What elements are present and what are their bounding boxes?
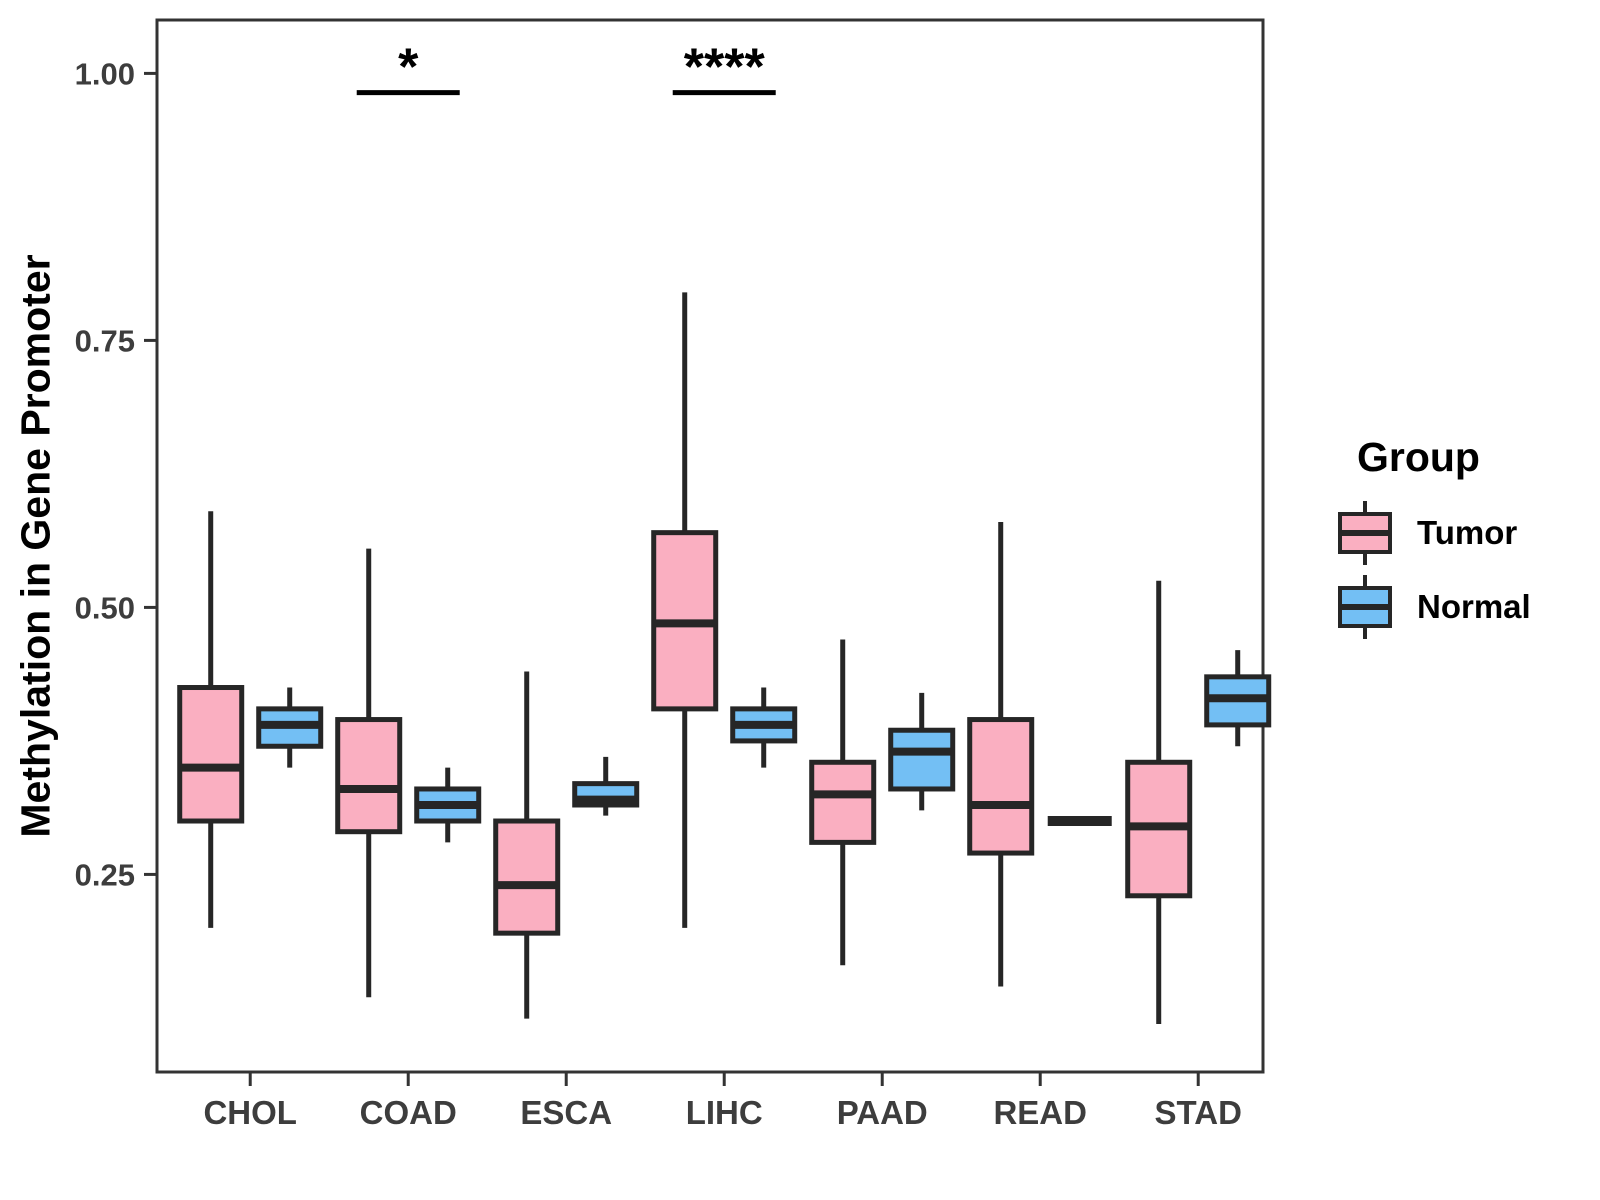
box-rect [967, 717, 1035, 856]
legend-label-normal: Normal [1417, 588, 1531, 625]
box-rect [335, 717, 403, 835]
y-tick-label: 0.25 [75, 857, 135, 892]
box-rect [809, 759, 877, 845]
box-COAD-Normal [414, 767, 482, 843]
x-tick-label-LIHC: LIHC [686, 1094, 763, 1131]
box-COAD-Tumor [335, 548, 403, 998]
y-axis-title: Methylation in Gene Promoter [12, 254, 59, 838]
tumor-boxplot-swatch-icon [1338, 501, 1392, 565]
box-LIHC-Normal [730, 687, 798, 768]
x-tick-label-COAD: COAD [360, 1094, 457, 1131]
y-tick-label: 1.00 [75, 56, 135, 91]
box-PAAD-Tumor [809, 639, 877, 966]
legend-title: Group [1357, 434, 1480, 480]
legend-item-tumor: Tumor [1337, 501, 1531, 565]
box-STAD-Normal [1204, 650, 1272, 747]
box-PAAD-Normal [888, 692, 956, 811]
legend-label-tumor: Tumor [1417, 514, 1518, 551]
box-LIHC-Tumor [651, 292, 719, 928]
y-tick-label: 0.75 [75, 323, 135, 358]
legend-item-normal: Normal [1337, 575, 1531, 639]
box-STAD-Tumor [1125, 580, 1193, 1024]
box-CHOL-Tumor [177, 511, 245, 928]
box-rect [493, 818, 561, 936]
x-tick-label-STAD: STAD [1155, 1094, 1242, 1131]
significance-label-COAD: * [398, 39, 419, 97]
box-ESCA-Normal [572, 756, 640, 816]
significance-label-LIHC: **** [684, 39, 766, 97]
normal-boxplot-swatch-icon [1338, 575, 1392, 639]
box-rect [177, 685, 245, 824]
x-tick-label-PAAD: PAAD [837, 1094, 928, 1131]
box-rect [888, 727, 956, 792]
x-tick-label-ESCA: ESCA [520, 1094, 612, 1131]
legend: Group Tumor Normal [1337, 434, 1531, 649]
box-READ-Tumor [967, 521, 1035, 987]
y-tick-label: 0.50 [75, 590, 135, 625]
box-ESCA-Tumor [493, 671, 561, 1019]
x-tick-label-READ: READ [993, 1094, 1087, 1131]
box-CHOL-Normal [256, 687, 324, 768]
x-tick-label-CHOL: CHOL [203, 1094, 297, 1131]
